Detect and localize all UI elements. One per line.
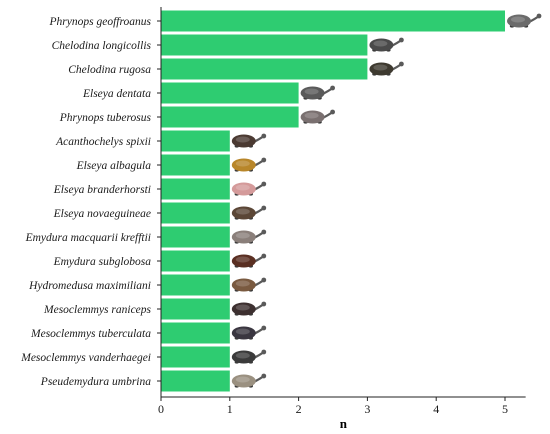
bar bbox=[161, 154, 230, 176]
turtle-icon bbox=[231, 157, 267, 172]
category-label: Mesoclemmys raniceps bbox=[43, 304, 152, 316]
bar bbox=[161, 178, 230, 200]
category-label: Elseya albagula bbox=[76, 160, 152, 172]
turtle-icon bbox=[300, 109, 335, 124]
bar bbox=[161, 226, 230, 248]
category-label: Elseya branderhorsti bbox=[53, 184, 151, 196]
category-label: Elseya novaeguineae bbox=[53, 208, 151, 220]
category-labels-group: Phrynops geoffroanus Chelodina longicolli… bbox=[20, 16, 151, 388]
axes-group bbox=[157, 7, 526, 398]
bars-group bbox=[161, 10, 505, 392]
turtle-icon bbox=[231, 325, 267, 340]
category-label: Acanthochelys spixii bbox=[55, 136, 151, 148]
turtle-icon bbox=[231, 301, 267, 316]
turtle-icon bbox=[300, 85, 335, 100]
x-tick-label: 0 bbox=[158, 402, 164, 416]
x-tick-label: 5 bbox=[502, 402, 508, 416]
x-tick-label: 4 bbox=[433, 402, 439, 416]
category-label: Chelodina rugosa bbox=[68, 64, 151, 76]
bar bbox=[161, 202, 230, 224]
category-label: Pseudemydura umbrina bbox=[40, 376, 151, 388]
category-label: Hydromedusa maximiliani bbox=[28, 280, 151, 292]
bar bbox=[161, 322, 230, 344]
category-label: Phrynops geoffroanus bbox=[49, 16, 152, 28]
turtle-icon bbox=[369, 37, 404, 52]
turtle-icon bbox=[231, 277, 267, 292]
bar bbox=[161, 34, 368, 56]
turtle-icon bbox=[231, 205, 267, 220]
category-label: Emydura macquarii krefftii bbox=[25, 232, 151, 244]
bar bbox=[161, 130, 230, 152]
x-tick-label: 1 bbox=[227, 402, 233, 416]
bar bbox=[161, 346, 230, 368]
category-label: Elseya dentata bbox=[82, 88, 151, 100]
x-ticks-group: 0 1 2 3 4 5 bbox=[158, 397, 508, 416]
turtle-icon bbox=[231, 181, 267, 196]
bar bbox=[161, 370, 230, 392]
x-tick-label: 2 bbox=[296, 402, 302, 416]
bar bbox=[161, 82, 299, 104]
x-tick-label: 3 bbox=[364, 402, 370, 416]
turtle-icon bbox=[231, 373, 267, 388]
category-label: Mesoclemmys tuberculata bbox=[30, 328, 151, 340]
category-label: Chelodina longicollis bbox=[52, 40, 152, 52]
turtle-icon bbox=[231, 253, 267, 268]
turtle-icon bbox=[231, 229, 267, 244]
category-label: Emydura subglobosa bbox=[53, 256, 152, 268]
x-axis-title: n bbox=[340, 416, 348, 431]
bar bbox=[161, 274, 230, 296]
bar bbox=[161, 250, 230, 272]
turtle-icon bbox=[507, 13, 542, 28]
bar bbox=[161, 298, 230, 320]
bar bbox=[161, 106, 299, 128]
bar bbox=[161, 10, 505, 32]
bar bbox=[161, 58, 368, 80]
turtle-icons-group bbox=[231, 13, 542, 388]
turtle-icon bbox=[369, 61, 404, 76]
turtle-icon bbox=[231, 133, 267, 148]
turtle-icon bbox=[231, 349, 267, 364]
category-label: Mesoclemmys vanderhaegei bbox=[20, 352, 151, 364]
category-label: Phrynops tuberosus bbox=[59, 112, 152, 124]
